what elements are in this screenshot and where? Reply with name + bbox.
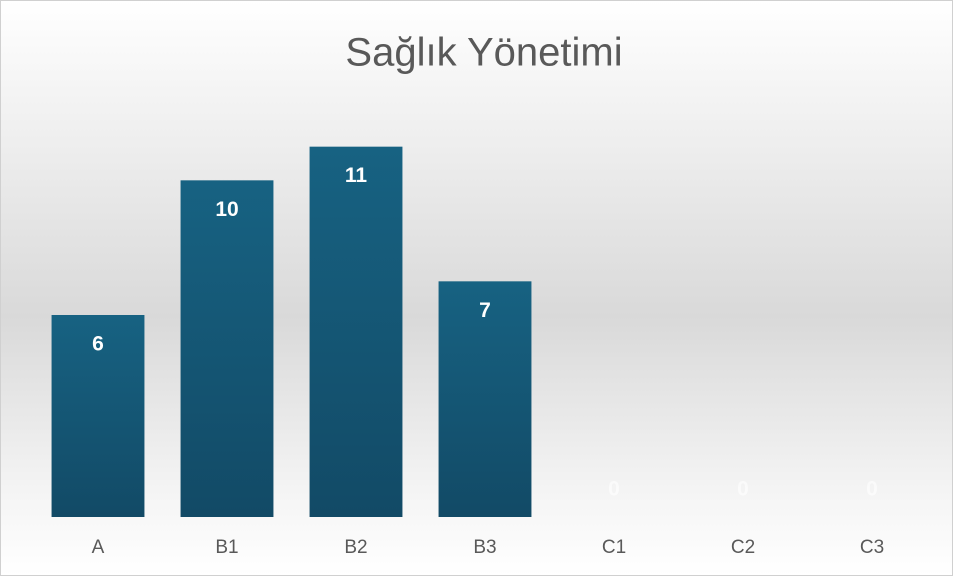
bar xyxy=(180,180,274,518)
x-tick-label: B3 xyxy=(473,537,496,558)
x-tick-label: B2 xyxy=(344,537,367,558)
data-label: 0 xyxy=(737,478,749,501)
data-label: 6 xyxy=(92,333,104,356)
x-tick-label: A xyxy=(92,537,105,558)
data-label: 0 xyxy=(608,478,620,501)
x-tick-label: C2 xyxy=(731,537,755,558)
bar xyxy=(51,315,145,517)
data-label: 11 xyxy=(345,164,368,187)
bar xyxy=(309,146,403,517)
data-label: 0 xyxy=(866,478,878,501)
data-label: 10 xyxy=(215,198,238,221)
x-tick-label: C1 xyxy=(602,537,626,558)
bar xyxy=(438,281,532,517)
data-label: 7 xyxy=(479,299,491,322)
chart-title: Sağlık Yönetimi xyxy=(345,31,622,75)
x-tick-label: C3 xyxy=(860,537,884,558)
x-tick-label: B1 xyxy=(215,537,238,558)
